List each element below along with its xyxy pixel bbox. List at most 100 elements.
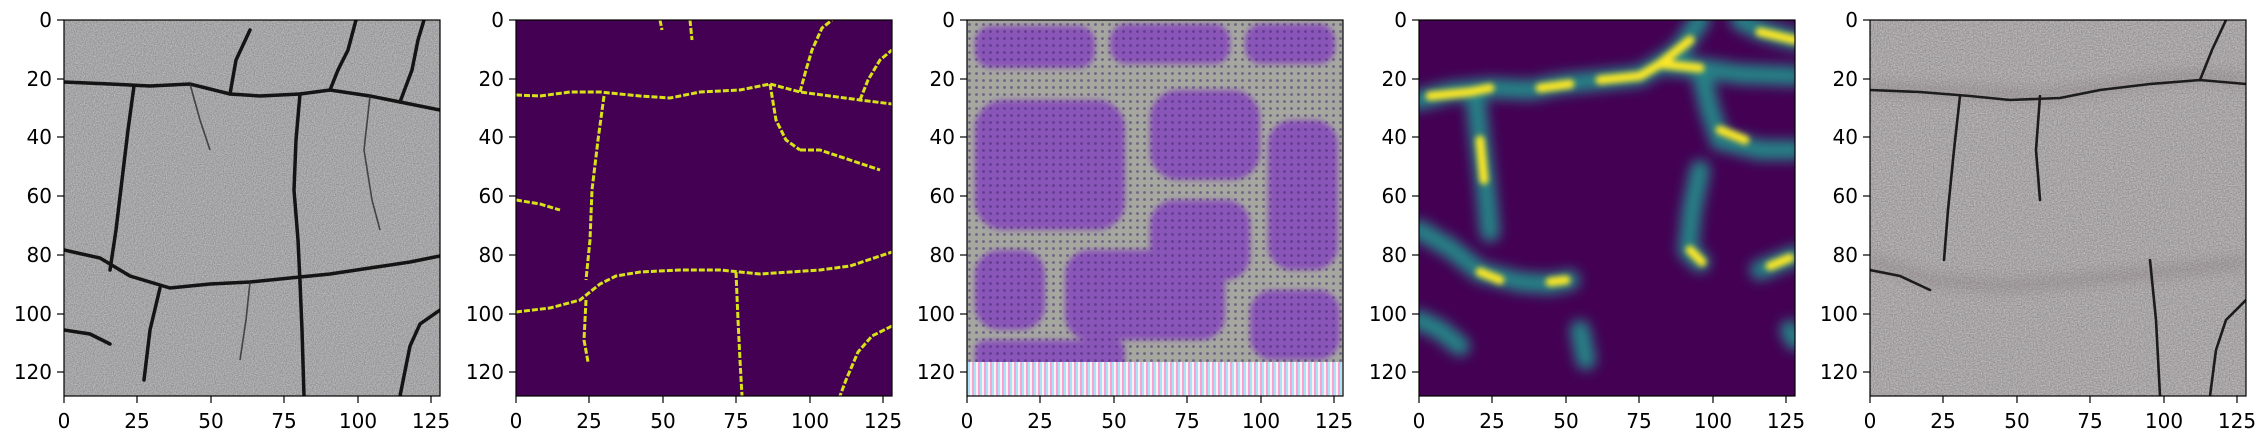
x-tick-label: 50 xyxy=(1101,409,1126,433)
y-tick-label: 0 xyxy=(942,8,955,32)
x-tick-label: 100 xyxy=(791,409,829,433)
x-tick-label: 0 xyxy=(58,409,71,433)
heatmap-streaks xyxy=(1419,20,1795,370)
x-tick-labels: 0 25 50 75 100 125 xyxy=(1413,409,1805,433)
panel-photo-reconstruction: 0 25 50 75 100 125 0 20 40 60 80 100 120 xyxy=(1820,8,2256,433)
y-tick-label: 80 xyxy=(930,243,955,267)
x-tick-label: 75 xyxy=(723,409,748,433)
x-tick-label: 0 xyxy=(1864,409,1877,433)
x-tick-label: 50 xyxy=(2004,409,2029,433)
heatmap-image xyxy=(1419,20,1795,396)
x-tick-label: 100 xyxy=(1242,409,1280,433)
x-tick-label: 25 xyxy=(1479,409,1504,433)
x-tick-label: 100 xyxy=(2145,409,2183,433)
y-tick-labels: 0 20 40 60 80 100 120 xyxy=(1369,8,1407,384)
y-tick-label: 120 xyxy=(917,360,955,384)
y-tick-label: 60 xyxy=(479,184,504,208)
y-tick-label: 100 xyxy=(466,302,504,326)
ticks xyxy=(57,19,432,403)
x-tick-label: 75 xyxy=(271,409,296,433)
y-tick-label: 20 xyxy=(479,67,504,91)
x-tick-label: 50 xyxy=(1553,409,1578,433)
y-tick-label: 0 xyxy=(1845,8,1858,32)
x-tick-label: 25 xyxy=(1027,409,1052,433)
axes-frame xyxy=(1418,19,1796,397)
x-tick-label: 50 xyxy=(650,409,675,433)
x-tick-label: 125 xyxy=(1767,409,1805,433)
x-tick-label: 50 xyxy=(198,409,223,433)
x-tick-label: 125 xyxy=(864,409,902,433)
y-tick-label: 40 xyxy=(479,125,504,149)
x-tick-label: 25 xyxy=(1930,409,1955,433)
x-tick-labels: 0 25 50 75 100 125 xyxy=(1864,409,2256,433)
y-tick-label: 0 xyxy=(1394,8,1407,32)
y-tick-label: 80 xyxy=(1382,243,1407,267)
x-tick-label: 75 xyxy=(2077,409,2102,433)
x-tick-label: 125 xyxy=(412,409,450,433)
axes-frame xyxy=(63,19,441,397)
y-tick-label: 80 xyxy=(1833,243,1858,267)
y-tick-label: 40 xyxy=(1833,125,1858,149)
y-tick-label: 0 xyxy=(39,8,52,32)
y-tick-labels: 0 20 40 60 80 100 120 xyxy=(466,8,504,384)
y-tick-label: 80 xyxy=(479,243,504,267)
y-tick-label: 60 xyxy=(930,184,955,208)
x-tick-label: 100 xyxy=(339,409,377,433)
y-tick-label: 120 xyxy=(1369,360,1407,384)
panel-photo: 0 25 50 75 100 125 0 20 40 60 80 100 120 xyxy=(14,8,450,433)
x-tick-label: 100 xyxy=(1694,409,1732,433)
mask-image xyxy=(516,20,892,396)
y-tick-label: 120 xyxy=(466,360,504,384)
y-tick-label: 40 xyxy=(930,125,955,149)
y-tick-label: 20 xyxy=(27,67,52,91)
mask-crack-lines xyxy=(516,20,892,396)
y-tick-label: 60 xyxy=(1382,184,1407,208)
y-tick-label: 60 xyxy=(27,184,52,208)
crack-lines xyxy=(64,20,440,396)
ticks xyxy=(1863,19,2238,403)
y-tick-label: 40 xyxy=(1382,125,1407,149)
y-tick-labels: 0 20 40 60 80 100 120 xyxy=(1820,8,1858,384)
y-tick-label: 40 xyxy=(27,125,52,149)
x-tick-label: 75 xyxy=(1626,409,1651,433)
reconstructed-photo-image xyxy=(1870,20,2246,396)
y-tick-label: 80 xyxy=(27,243,52,267)
axes-frame xyxy=(1869,19,2247,397)
x-tick-labels: 0 25 50 75 100 125 xyxy=(510,409,902,433)
y-tick-label: 100 xyxy=(1369,302,1407,326)
ticks xyxy=(1412,19,1787,403)
axes-frame xyxy=(966,19,1344,397)
x-tick-label: 25 xyxy=(576,409,601,433)
y-tick-label: 100 xyxy=(1820,302,1858,326)
crack-lines xyxy=(1870,20,2246,396)
x-tick-label: 125 xyxy=(1315,409,1353,433)
axes-frame xyxy=(515,19,893,397)
y-tick-label: 20 xyxy=(1833,67,1858,91)
panel-ground-truth-mask: 0 25 50 75 100 125 0 20 40 60 80 100 120 xyxy=(466,8,902,433)
y-tick-label: 120 xyxy=(1820,360,1858,384)
ticks xyxy=(960,19,1335,403)
panel-feature-visualization: 0 25 50 75 100 125 0 20 40 60 80 100 120 xyxy=(917,8,1353,433)
panel-predicted-heatmap: 0 25 50 75 100 125 0 20 40 60 80 100 120 xyxy=(1369,8,1805,433)
x-tick-label: 125 xyxy=(2218,409,2256,433)
y-tick-labels: 0 20 40 60 80 100 120 xyxy=(917,8,955,384)
y-tick-label: 100 xyxy=(14,302,52,326)
y-tick-label: 20 xyxy=(930,67,955,91)
y-tick-label: 60 xyxy=(1833,184,1858,208)
feature-map-image xyxy=(967,20,1343,396)
x-tick-label: 0 xyxy=(961,409,974,433)
y-tick-label: 20 xyxy=(1382,67,1407,91)
y-tick-label: 100 xyxy=(917,302,955,326)
x-tick-label: 25 xyxy=(124,409,149,433)
x-tick-labels: 0 25 50 75 100 125 xyxy=(961,409,1353,433)
x-tick-label: 75 xyxy=(1174,409,1199,433)
x-tick-label: 0 xyxy=(1413,409,1426,433)
y-tick-label: 0 xyxy=(491,8,504,32)
asphalt-photo-image xyxy=(64,20,440,396)
y-tick-label: 120 xyxy=(14,360,52,384)
y-tick-labels: 0 20 40 60 80 100 120 xyxy=(14,8,52,384)
x-tick-labels: 0 25 50 75 100 125 xyxy=(58,409,450,433)
ticks xyxy=(509,19,884,403)
x-tick-label: 0 xyxy=(510,409,523,433)
